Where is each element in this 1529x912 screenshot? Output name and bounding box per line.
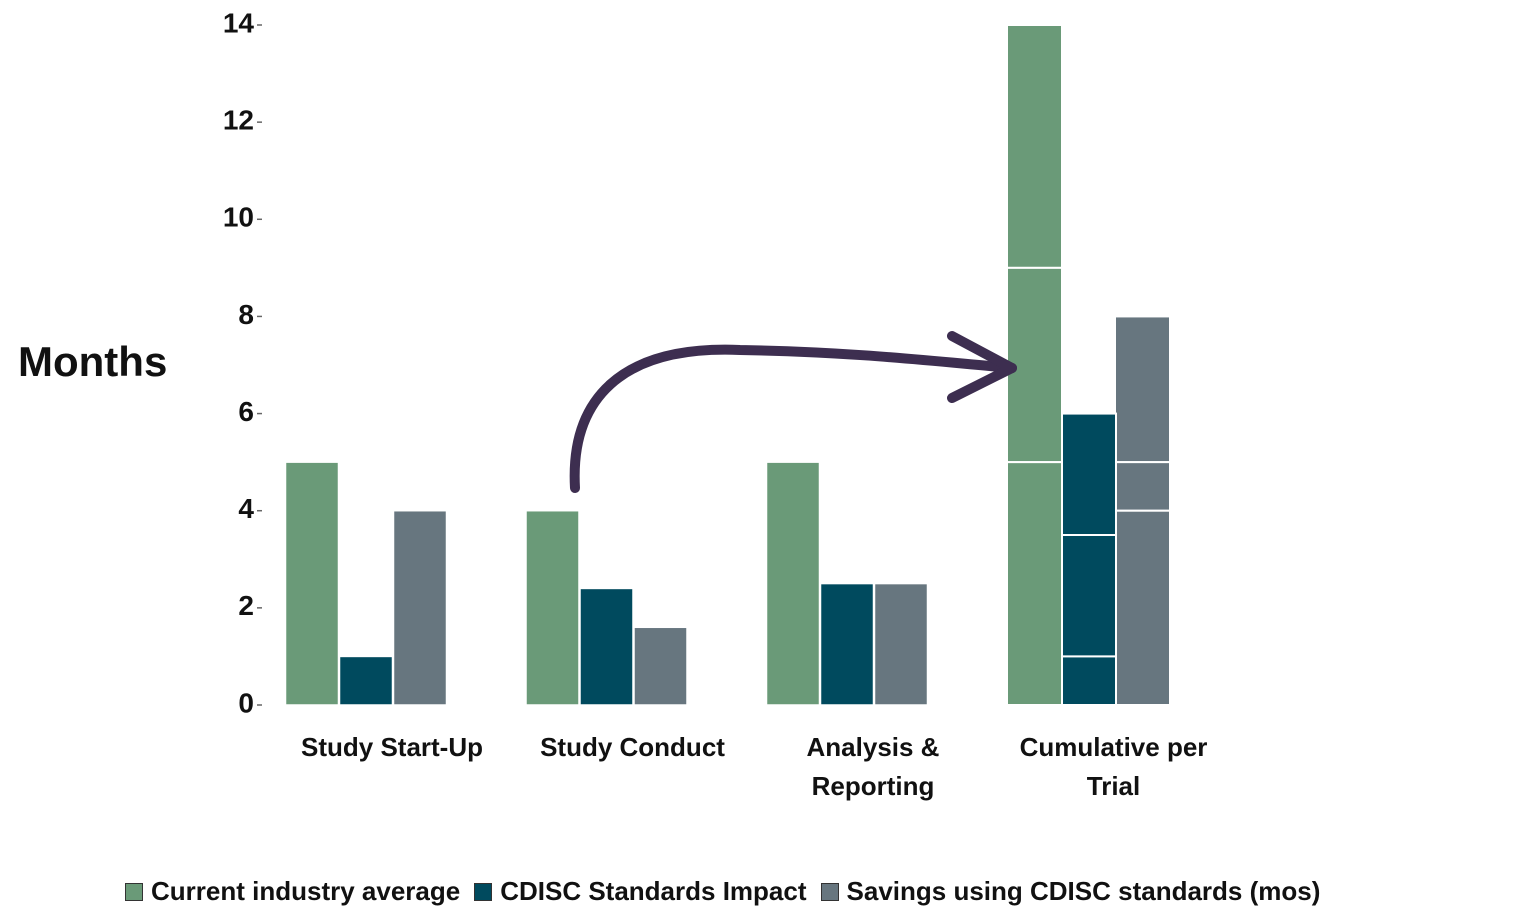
bar bbox=[392, 509, 448, 706]
y-tick-label: 0 bbox=[238, 687, 254, 718]
bar bbox=[338, 655, 394, 706]
bar bbox=[284, 461, 340, 706]
legend-label: CDISC Standards Impact bbox=[500, 876, 807, 906]
y-axis-label: Months bbox=[18, 338, 168, 385]
bar bbox=[579, 587, 634, 706]
bar-segment bbox=[1114, 461, 1171, 512]
legend-item: CDISC Standards Impact bbox=[474, 876, 807, 907]
legend: Current industry average CDISC Standards … bbox=[125, 876, 1320, 907]
legend-item: Savings using CDISC standards (mos) bbox=[820, 876, 1321, 907]
legend-swatch bbox=[125, 882, 143, 901]
arrow-head bbox=[947, 331, 1017, 403]
legend-item: Current industry average bbox=[125, 876, 460, 907]
legend-swatch bbox=[820, 882, 839, 901]
bar-segment bbox=[1060, 655, 1117, 707]
x-tick-label: Study Conduct bbox=[540, 732, 725, 762]
y-tick-label: 4 bbox=[238, 493, 254, 524]
y-tick-label: 10 bbox=[223, 202, 254, 233]
arrow bbox=[569, 344, 1017, 493]
bar bbox=[819, 582, 875, 706]
x-tick-label: Study Start-Up bbox=[301, 732, 483, 762]
y-tick-label: 8 bbox=[238, 299, 254, 330]
bar-segment bbox=[1006, 24, 1063, 269]
bar bbox=[873, 582, 929, 706]
y-tick-label: 6 bbox=[238, 396, 254, 427]
bar-segment bbox=[1060, 534, 1117, 658]
bar bbox=[525, 509, 580, 706]
legend-swatch bbox=[474, 882, 493, 901]
bar bbox=[765, 461, 821, 706]
bar-segment bbox=[1060, 412, 1117, 537]
y-tick-label: 2 bbox=[238, 590, 254, 621]
bar-segment bbox=[1114, 315, 1171, 464]
x-tick-label: Analysis & Reporting bbox=[806, 732, 940, 801]
x-tick-label: Cumulative per Trial bbox=[1019, 732, 1208, 801]
legend-label: Savings using CDISC standards (mos) bbox=[846, 876, 1321, 906]
bar-segment bbox=[1114, 509, 1171, 707]
y-tick-label: 12 bbox=[223, 105, 254, 136]
y-tick-label: 14 bbox=[223, 7, 255, 38]
bar-segment bbox=[1006, 461, 1063, 706]
bar bbox=[633, 626, 688, 706]
legend-label: Current industry average bbox=[151, 876, 461, 906]
